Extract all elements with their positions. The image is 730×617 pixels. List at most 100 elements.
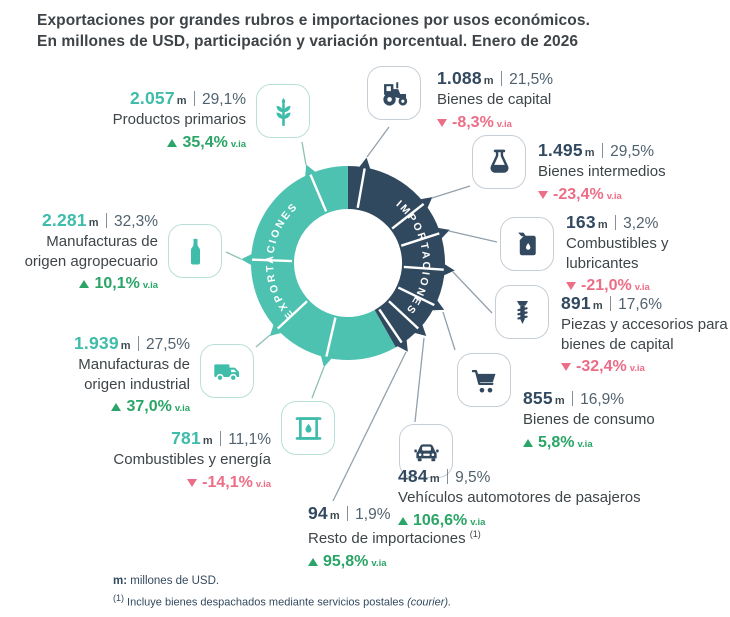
- change-pct: -32,4%: [576, 358, 627, 375]
- separator: [219, 431, 222, 446]
- share: 32,3%: [114, 213, 158, 230]
- yoy-change: -14,1% v.ia: [91, 474, 271, 492]
- arrow-up-icon: [308, 557, 318, 566]
- footnote-ref: (1): [469, 529, 481, 539]
- pointer-spike: [394, 336, 408, 352]
- value-line: 1.495 m 29,5%: [538, 140, 723, 161]
- segment-tick: [378, 308, 403, 344]
- truck-icon: [213, 363, 239, 381]
- separator: [614, 215, 617, 230]
- arrow-down-icon: [561, 363, 571, 371]
- arrow-down-icon: [437, 118, 447, 127]
- unit: m: [176, 95, 187, 107]
- yoy-change: 106,6% v.ia: [398, 512, 698, 530]
- segment-tick: [400, 232, 440, 247]
- yoy-change: -32,4% v.ia: [561, 358, 730, 376]
- segment-tick: [325, 317, 337, 357]
- imports-segment: [347, 166, 445, 348]
- title-line-1: Exportaciones por grandes rubros e impor…: [37, 12, 590, 29]
- change-pct: -23,4%: [553, 185, 604, 203]
- yoy-change: 37,0% v.ia: [40, 398, 190, 416]
- unit: m: [88, 217, 99, 229]
- segment-tick: [397, 286, 435, 307]
- arrow-up-icon: [398, 516, 408, 525]
- yoy-change: 35,4% v.ia: [58, 134, 246, 152]
- share: 21,5%: [509, 71, 554, 88]
- change-pct: 106,6%: [413, 511, 468, 529]
- callout-resto-importaciones: 94 m 1,9% Resto de importaciones (1) 95,8%…: [308, 503, 558, 571]
- pointer-spike: [304, 164, 318, 180]
- value-line: 484 m 9,5%: [398, 466, 698, 487]
- segment-tick: [252, 258, 293, 263]
- value: 1.088: [437, 68, 482, 88]
- lubricantes-icon-box: [500, 217, 554, 271]
- share: 27,5%: [146, 336, 190, 353]
- share: 3,2%: [623, 215, 659, 232]
- oil-barrel-icon: [295, 416, 321, 440]
- value-line: 1.939 m 27,5%: [40, 333, 190, 354]
- callout-line: [448, 230, 498, 243]
- pointer-spike: [429, 297, 445, 311]
- change-suffix: v.ia: [634, 282, 650, 293]
- footnotes: m: millones de USD. (1) Incluye bienes d…: [113, 575, 451, 609]
- pointer-spike: [357, 157, 372, 172]
- tractor-icon: [382, 81, 407, 106]
- callout-piezas-accesorios: 891 m 17,6% Piezas y accesorios para biene…: [561, 293, 730, 376]
- category-name: Bienes de consumo: [523, 411, 655, 428]
- courier-note: (1) Incluye bienes despachados mediante …: [113, 593, 452, 609]
- callout-line: [452, 271, 493, 314]
- change-suffix: v.ia: [371, 557, 387, 569]
- pointer-spike: [411, 321, 427, 336]
- share: 11,1%: [228, 431, 271, 448]
- car-icon: [413, 443, 439, 461]
- share: 17,6%: [618, 296, 663, 313]
- category-name: Combustibles y energía: [113, 451, 271, 468]
- arrow-up-icon: [523, 438, 533, 447]
- unit: m: [592, 300, 603, 312]
- callout-manufacturas-industrial: 1.939 m 27,5% Manufacturas de origen indus…: [40, 333, 190, 416]
- consumo-icon-box: [457, 353, 511, 407]
- change-pct: 95,8%: [323, 552, 369, 570]
- yoy-change: -23,4% v.ia: [538, 186, 723, 204]
- yoy-change: 5,8% v.ia: [523, 434, 723, 452]
- productos-primarios-icon-box: [256, 84, 310, 138]
- capital-icon-box: [367, 66, 421, 120]
- unit: m: [597, 219, 608, 231]
- unit: m: [202, 435, 213, 447]
- callout-manufacturas-agropecuario: 2.281 m 32,3% Manufacturas de origen agrop…: [8, 210, 158, 293]
- segment-tick: [403, 265, 444, 271]
- separator: [193, 91, 196, 106]
- change-suffix: v.ia: [496, 118, 512, 130]
- segment-tick: [276, 300, 308, 330]
- separator: [601, 143, 604, 158]
- change-pct: -8,3%: [452, 113, 494, 131]
- pointer-spike: [417, 197, 433, 211]
- change-suffix: v.ia: [142, 280, 158, 291]
- arrow-up-icon: [111, 403, 122, 411]
- separator: [446, 469, 449, 484]
- category-name: Vehículos automotores de pasajeros: [398, 489, 641, 506]
- change-pct: 35,4%: [182, 133, 228, 151]
- share: 1,9%: [355, 506, 391, 523]
- oil-can-icon: [517, 232, 536, 255]
- change-pct: -21,0%: [581, 277, 632, 294]
- value-line: 855 m 16,9%: [523, 388, 723, 409]
- share: 29,5%: [610, 143, 655, 160]
- unit: m: [554, 395, 565, 407]
- category-name: Bienes de capital: [437, 91, 552, 108]
- value: 2.281: [41, 210, 87, 230]
- category-name: Combustibles y lubricantes: [566, 235, 669, 272]
- change-suffix: v.ia: [230, 138, 246, 150]
- callout-line: [301, 141, 307, 166]
- wheat-icon: [275, 97, 291, 126]
- callout-line: [332, 351, 407, 502]
- industrial-icon-box: [200, 344, 254, 398]
- value: 891: [561, 293, 591, 313]
- share: 16,9%: [580, 391, 625, 408]
- separator: [346, 506, 349, 521]
- callout-combustibles-lubricantes: 163 m 3,2% Combustibles y lubricantes -21,…: [566, 212, 716, 295]
- callout-line: [311, 366, 325, 399]
- change-pct: 10,1%: [94, 275, 140, 292]
- unit: m: [483, 75, 494, 87]
